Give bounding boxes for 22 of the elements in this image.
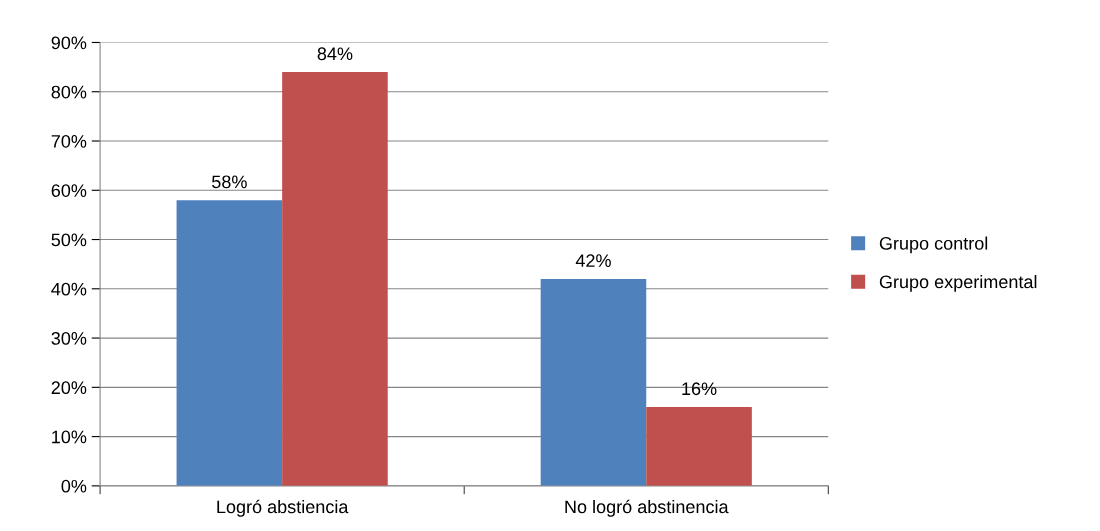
legend-label: Grupo experimental: [879, 275, 1037, 292]
bar: [176, 200, 283, 486]
bar: [540, 278, 647, 486]
data-label: 84%: [317, 47, 353, 61]
y-tick-label: 80%: [51, 85, 87, 99]
y-tick-label: 30%: [51, 332, 87, 345]
data-label: 58%: [212, 175, 247, 189]
x-tick-label: No logró abstinencia: [565, 499, 729, 517]
y-tick-label: 90%: [51, 36, 87, 50]
y-tick-label: 60%: [51, 184, 87, 197]
y-tick-label: 40%: [51, 282, 87, 296]
bar: [282, 72, 388, 486]
data-label: 42%: [575, 254, 611, 267]
y-tick-label: 0%: [61, 479, 87, 493]
bar: [646, 407, 752, 486]
legend-label: Grupo control: [879, 236, 988, 254]
y-tick-label: 10%: [52, 430, 87, 444]
data-label: 16%: [682, 382, 717, 396]
y-tick-label: 70%: [51, 134, 87, 148]
y-tick-label: 50%: [51, 233, 87, 247]
x-tick-label: Logró abstiencia: [217, 499, 349, 517]
y-tick-label: 20%: [51, 381, 87, 395]
